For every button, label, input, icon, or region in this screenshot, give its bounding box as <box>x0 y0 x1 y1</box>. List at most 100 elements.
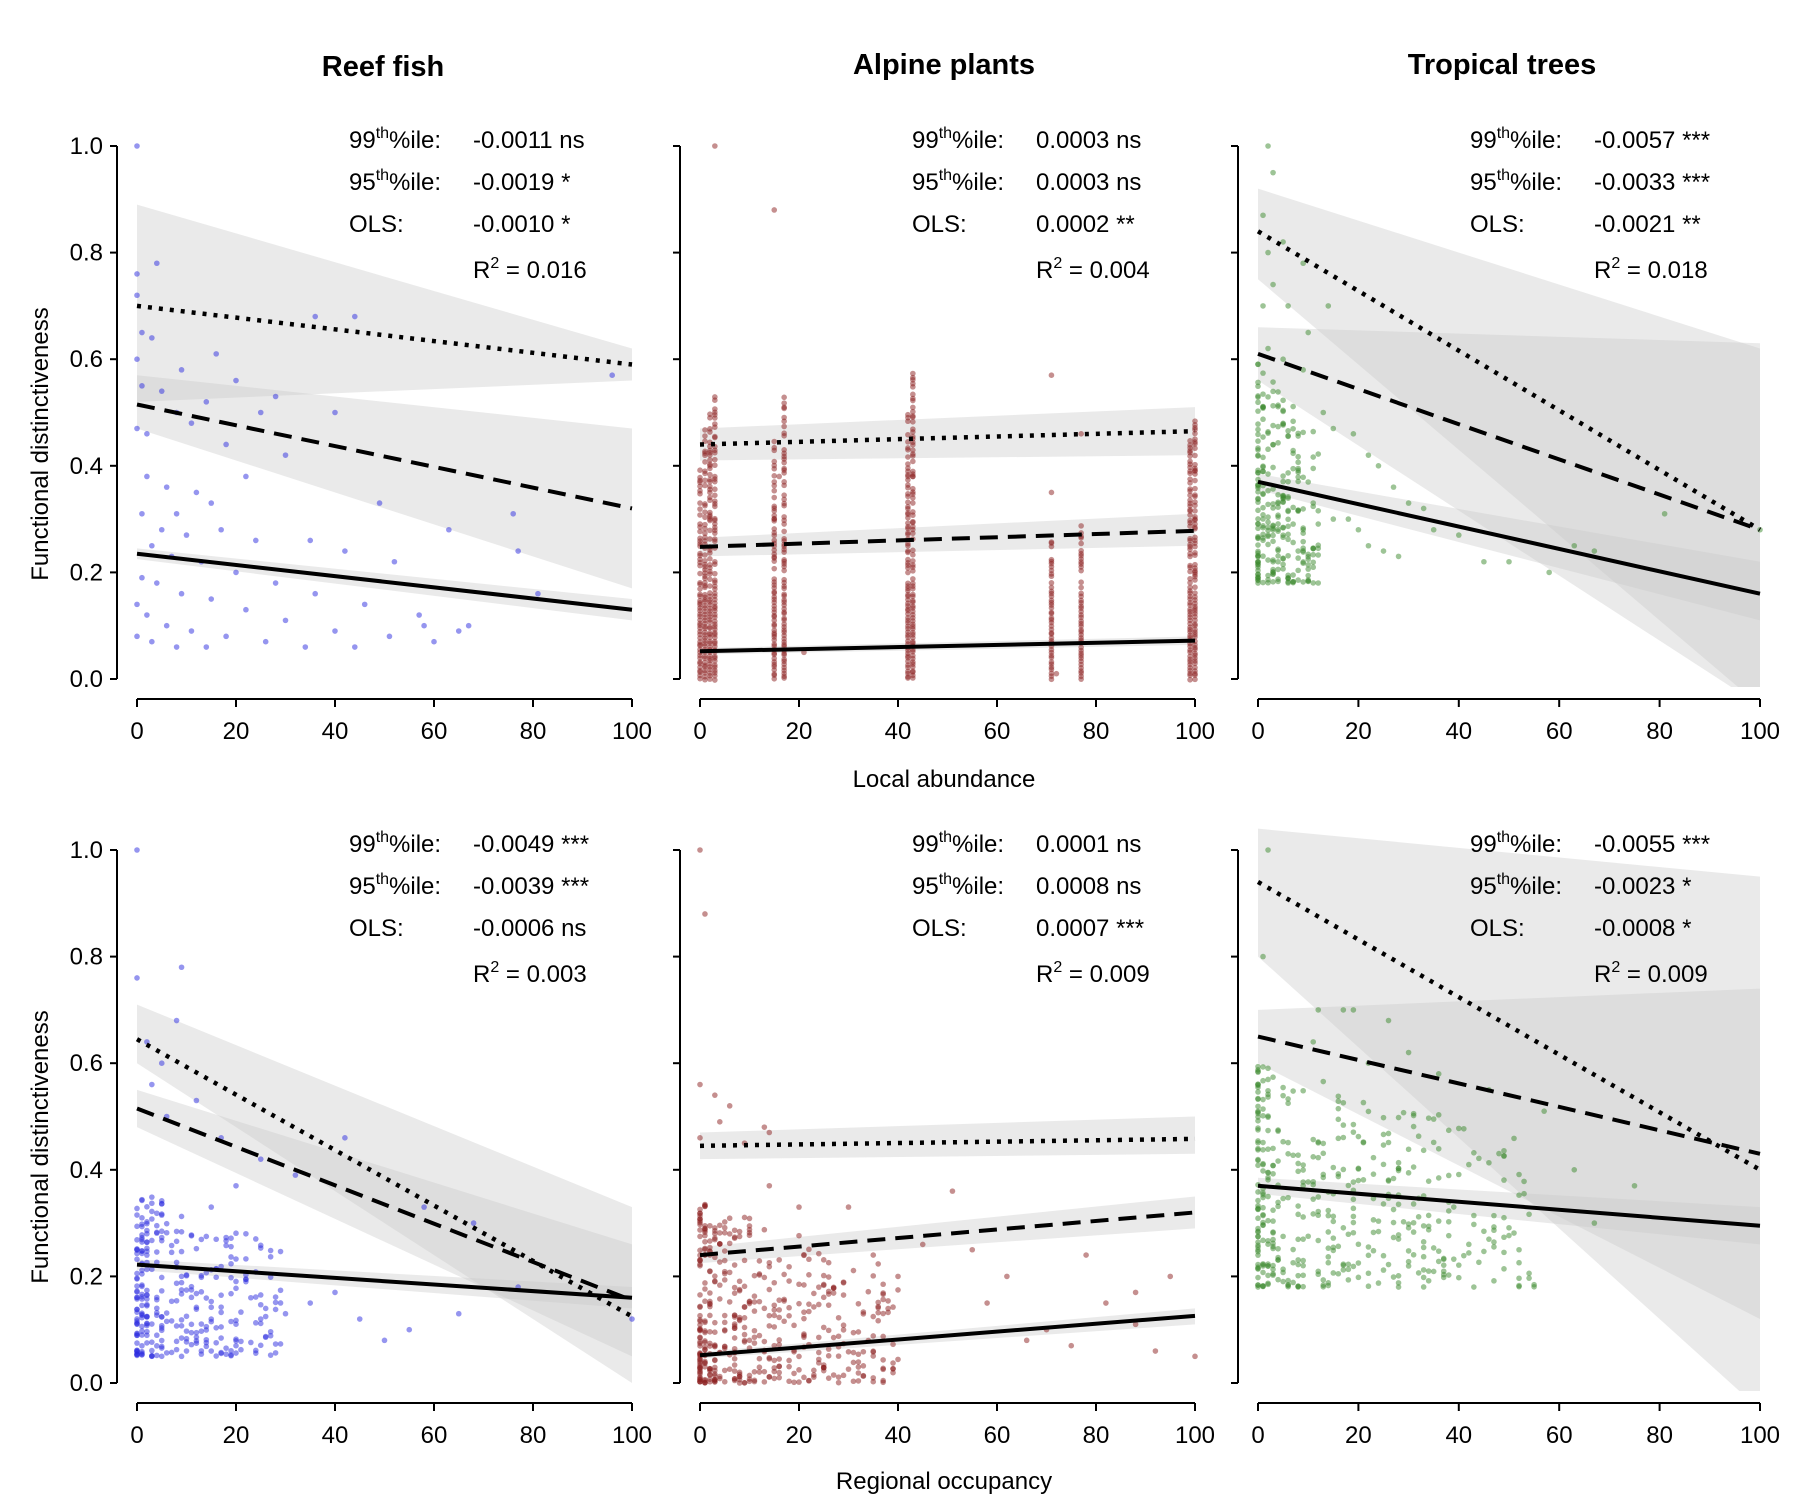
scatter-point <box>312 313 319 320</box>
scatter-point <box>1410 1201 1417 1207</box>
scatter-point <box>751 1272 758 1279</box>
scatter-point <box>1390 484 1397 490</box>
scatter-point <box>173 1259 180 1266</box>
scatter-point <box>1265 1241 1271 1247</box>
scatter-point <box>1275 521 1281 527</box>
scatter-point <box>1435 1218 1442 1224</box>
scatter-point <box>771 671 778 677</box>
scatter-point <box>1187 550 1193 557</box>
scatter-point <box>1280 407 1286 414</box>
scatter-point <box>702 1280 708 1286</box>
scatter-point <box>860 1363 867 1369</box>
scatter-point <box>1270 464 1276 471</box>
scatter-point <box>188 1283 195 1290</box>
stat-label: OLS: <box>1470 211 1525 238</box>
scatter-point <box>1285 470 1291 476</box>
scatter-point <box>910 603 916 609</box>
scatter-point <box>717 1296 723 1302</box>
scatter-point <box>786 1304 792 1311</box>
scatter-point <box>1132 1289 1139 1296</box>
scatter-point <box>1425 1277 1432 1284</box>
y-tick-label: 0.6 <box>70 346 103 373</box>
scatter-point <box>1270 1271 1276 1277</box>
scatter-point <box>712 590 718 597</box>
scatter-point <box>806 1256 812 1263</box>
scatter-point <box>875 1309 881 1316</box>
scatter-point <box>712 1319 718 1326</box>
scatter-point <box>1255 495 1261 502</box>
scatter-point <box>1355 1177 1362 1184</box>
fit-line-solid <box>1257 479 1761 596</box>
scatter-point <box>1300 429 1306 436</box>
scatter-point <box>1255 438 1261 444</box>
scatter-point <box>282 452 289 458</box>
scatter-point <box>712 1377 718 1384</box>
scatter-point <box>1310 1136 1317 1143</box>
scatter-point <box>697 1375 703 1382</box>
scatter-point <box>1631 1182 1638 1189</box>
scatter-point <box>890 1365 896 1372</box>
scatter-point <box>149 1237 155 1244</box>
plot-area <box>134 847 635 1383</box>
scatter-point <box>272 1306 279 1313</box>
scatter-point <box>1445 1172 1452 1179</box>
scatter-point <box>702 1202 708 1209</box>
scatter-point <box>776 1314 782 1321</box>
scatter-point <box>1591 1220 1598 1226</box>
scatter-point <box>1335 1171 1342 1177</box>
scatter-point <box>840 1292 847 1298</box>
x-tick-label: 20 <box>223 1422 250 1449</box>
scatter-point <box>1255 1274 1261 1281</box>
scatter-point <box>1275 440 1281 446</box>
scatter-point <box>726 1366 733 1372</box>
scatter-point <box>1661 510 1668 517</box>
scatter-point <box>1260 1283 1266 1289</box>
x-tick-label: 60 <box>421 718 448 745</box>
scatter-point <box>134 356 140 363</box>
scatter-point <box>697 1135 703 1141</box>
scatter-point <box>1270 538 1276 545</box>
scatter-point <box>243 1230 249 1237</box>
scatter-point <box>712 1364 718 1371</box>
scatter-point <box>1300 1283 1306 1290</box>
scatter-point <box>721 1219 728 1225</box>
scatter-point <box>213 1274 219 1281</box>
scatter-point <box>1340 1225 1347 1231</box>
scatter-point <box>786 1378 792 1385</box>
scatter-point <box>1501 1249 1507 1256</box>
scatter-point <box>134 425 140 432</box>
scatter-point <box>1390 1274 1397 1280</box>
scatter-point <box>702 1226 708 1232</box>
scatter-point <box>253 537 259 544</box>
scatter-point <box>218 1309 224 1316</box>
scatter-point <box>1305 1179 1311 1185</box>
scatter-point <box>1255 534 1261 541</box>
scatter-point <box>233 1321 239 1327</box>
scatter-point <box>1255 1206 1261 1212</box>
scatter-point <box>870 1353 877 1359</box>
scatter-point <box>707 555 713 562</box>
scatter-point <box>1355 1133 1362 1140</box>
scatter-point <box>702 1298 708 1305</box>
scatter-point <box>352 313 358 320</box>
scatter-point <box>178 1317 185 1323</box>
scatter-point <box>717 1241 723 1247</box>
scatter-point <box>697 512 703 518</box>
scatter-point <box>845 1204 852 1210</box>
scatter-point <box>1546 569 1552 576</box>
scatter-point <box>1290 1279 1296 1286</box>
scatter-point <box>139 1247 145 1254</box>
scatter-point <box>1471 1221 1477 1228</box>
scatter-point <box>905 431 911 438</box>
scatter-point <box>895 1273 901 1280</box>
scatter-point <box>134 601 140 608</box>
scatter-point <box>1300 474 1306 481</box>
stat-value: -0.0019 * <box>473 169 570 196</box>
scatter-point <box>134 1306 140 1313</box>
scatter-point <box>1048 372 1055 378</box>
scatter-point <box>1471 1149 1477 1156</box>
scatter-point <box>702 530 708 537</box>
scatter-point <box>173 1238 180 1245</box>
scatter-point <box>134 1212 140 1218</box>
scatter-point <box>1330 1235 1337 1241</box>
